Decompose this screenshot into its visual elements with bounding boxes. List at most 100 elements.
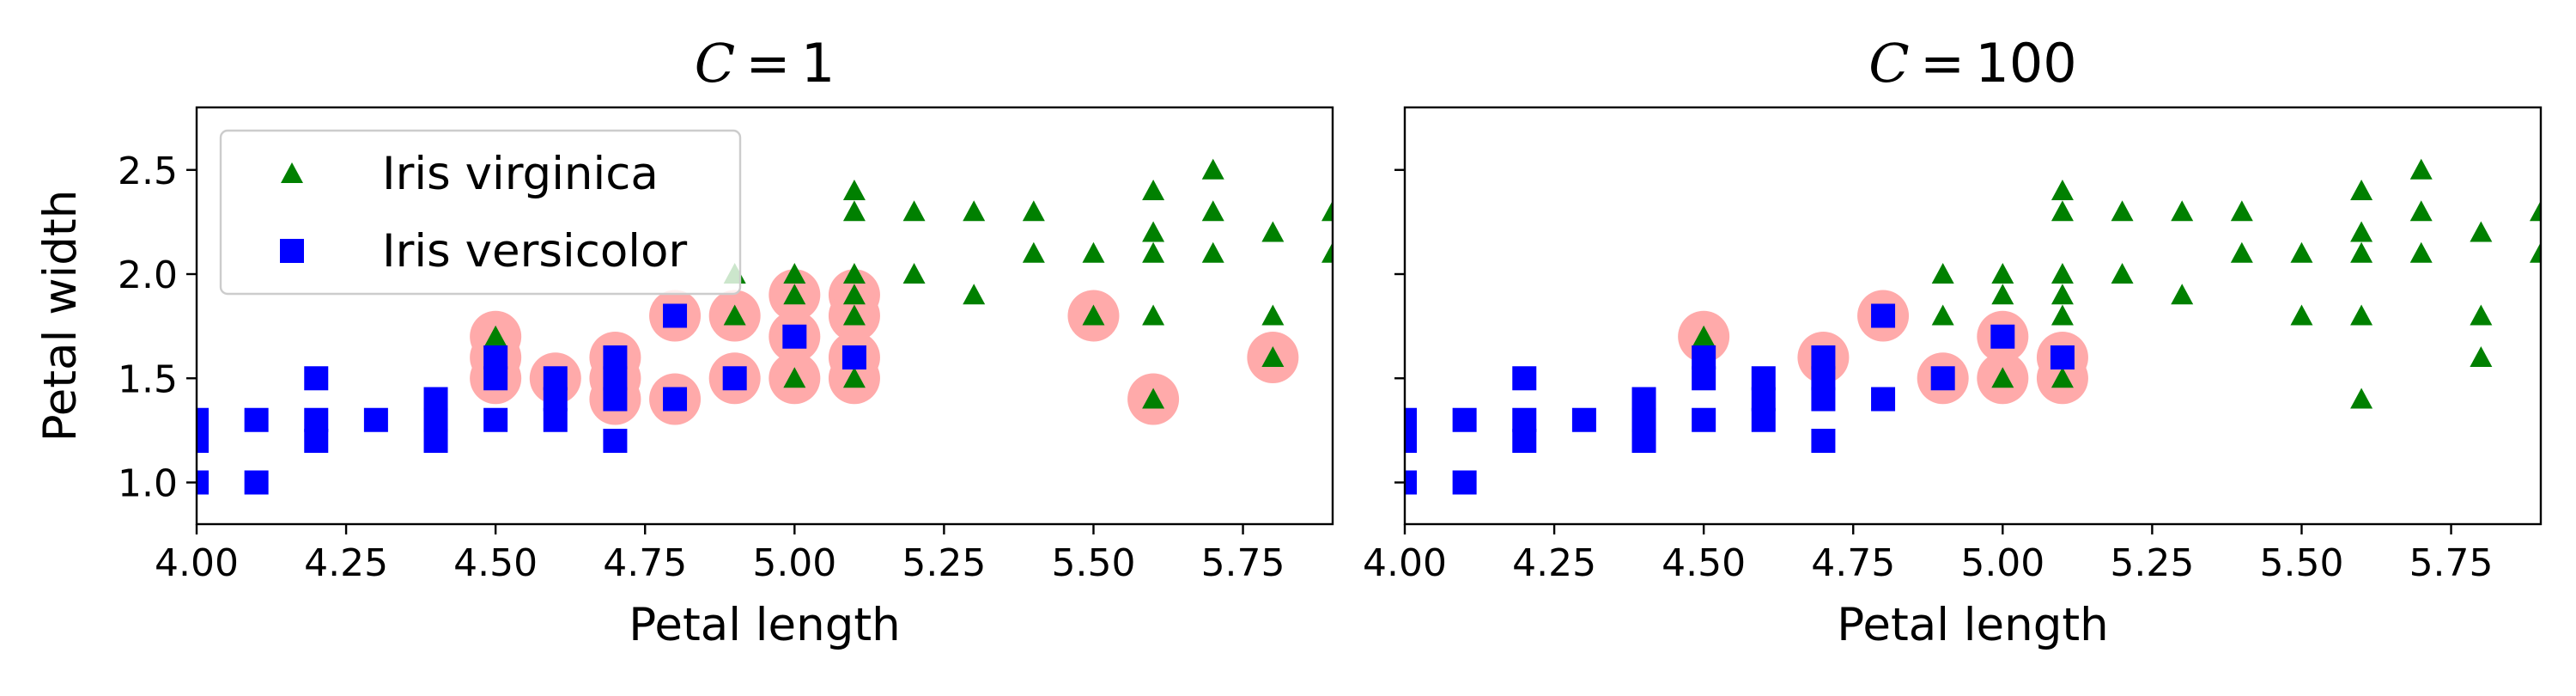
virginica-point xyxy=(2350,241,2373,263)
versicolor-point xyxy=(603,387,628,412)
versicolor-point xyxy=(663,303,688,328)
virginica-point xyxy=(1991,367,2014,388)
versicolor-point xyxy=(1692,407,1716,432)
title-rest: = 100 xyxy=(1910,32,2077,95)
virginica-point xyxy=(1692,325,1716,346)
x-tick-label: 4.75 xyxy=(1811,541,1895,585)
title-variable: C xyxy=(1868,32,1909,95)
x-tick-label: 4.50 xyxy=(1662,541,1746,585)
virginica-point xyxy=(2290,304,2313,326)
versicolor-point xyxy=(1405,429,1417,453)
x-tick-label: 4.25 xyxy=(1512,541,1596,585)
virginica-point xyxy=(1931,304,1954,326)
versicolor-point xyxy=(304,366,329,391)
versicolor-point xyxy=(722,366,747,391)
virginica-point xyxy=(2409,200,2433,222)
legend: Iris virginica Iris versicolor xyxy=(219,129,742,296)
axes-frame xyxy=(195,106,1334,526)
versicolor-point xyxy=(1452,470,1477,495)
y-tick-label: 2.0 xyxy=(118,253,178,297)
virginica-point xyxy=(1142,180,1165,201)
virginica-point xyxy=(842,284,866,305)
x-tick-label: 5.50 xyxy=(2259,541,2343,585)
x-axis-label: Petal length xyxy=(1837,599,2108,651)
virginica-point xyxy=(2350,221,2373,242)
versicolor-point xyxy=(1751,407,1776,432)
virginica-point xyxy=(2171,284,2194,305)
virginica-point xyxy=(1082,241,1105,263)
y-tick-label: 2.5 xyxy=(118,150,178,193)
versicolor-point xyxy=(1631,387,1656,412)
versicolor-point xyxy=(603,345,628,369)
virginica-point xyxy=(2171,200,2194,222)
versicolor-point xyxy=(1811,345,1836,369)
versicolor-point xyxy=(423,387,448,412)
versicolor-point xyxy=(197,470,209,495)
virginica-point xyxy=(2350,388,2373,409)
virginica-point xyxy=(1082,304,1105,326)
virginica-point xyxy=(484,325,507,346)
title-rest: = 1 xyxy=(735,32,835,95)
virginica-point xyxy=(1991,284,2014,305)
title-variable: C xyxy=(695,32,735,95)
versicolor-point xyxy=(1405,407,1417,432)
virginica-point xyxy=(1201,241,1224,263)
x-tick-label: 5.75 xyxy=(2409,541,2494,585)
plot-area xyxy=(1405,158,2541,495)
versicolor-point xyxy=(1631,407,1656,432)
x-tick-label: 5.75 xyxy=(1201,541,1285,585)
chart-title: C = 100 xyxy=(1868,32,2077,95)
versicolor-point xyxy=(244,407,269,432)
versicolor-point xyxy=(1571,407,1596,432)
x-tick-label: 5.50 xyxy=(1051,541,1135,585)
virginica-point xyxy=(842,263,866,284)
legend-label: Iris virginica xyxy=(382,148,659,200)
x-tick-label: 5.00 xyxy=(1960,541,2044,585)
chart-title: C = 1 xyxy=(695,32,835,95)
versicolor-point xyxy=(2050,345,2075,369)
virginica-point xyxy=(2409,158,2433,180)
x-tick-label: 4.50 xyxy=(453,541,538,585)
versicolor-point xyxy=(1930,366,1955,391)
x-tick-label: 4.00 xyxy=(1363,541,1447,585)
virginica-point xyxy=(1931,263,1954,284)
virginica-point xyxy=(2050,263,2074,284)
virginica-point xyxy=(2230,200,2253,222)
versicolor-point xyxy=(1811,387,1836,412)
virginica-point xyxy=(2050,367,2074,388)
legend-label: Iris versicolor xyxy=(382,225,687,278)
virginica-point xyxy=(2050,200,2074,222)
virginica-point xyxy=(1142,221,1165,242)
virginica-point xyxy=(783,263,806,284)
virginica-point xyxy=(1261,304,1285,326)
versicolor-point xyxy=(543,366,568,391)
virginica-point xyxy=(842,367,866,388)
virginica-point xyxy=(842,304,866,326)
versicolor-point xyxy=(304,407,329,432)
versicolor-point xyxy=(1512,429,1537,453)
versicolor-point xyxy=(1452,407,1477,432)
y-tick-label: 1.0 xyxy=(118,462,178,506)
legend-square-icon xyxy=(280,239,304,263)
virginica-point xyxy=(723,304,746,326)
y-tick-label: 1.5 xyxy=(118,357,178,401)
versicolor-point xyxy=(543,387,568,412)
virginica-point xyxy=(2290,241,2313,263)
versicolor-point xyxy=(483,366,508,391)
virginica-point xyxy=(2050,284,2074,305)
virginica-point xyxy=(1321,241,1333,263)
versicolor-point xyxy=(1990,324,2015,349)
virginica-point xyxy=(2530,200,2541,222)
versicolor-point xyxy=(244,470,269,495)
virginica-point xyxy=(2470,221,2493,242)
virginica-point xyxy=(963,284,986,305)
versicolor-point xyxy=(1405,470,1417,495)
versicolor-point xyxy=(1811,429,1836,453)
virginica-point xyxy=(1022,200,1045,222)
versicolor-point xyxy=(304,429,329,453)
virginica-point xyxy=(1261,346,1285,368)
virginica-point xyxy=(2409,241,2433,263)
virginica-point xyxy=(783,284,806,305)
versicolor-point xyxy=(782,324,807,349)
